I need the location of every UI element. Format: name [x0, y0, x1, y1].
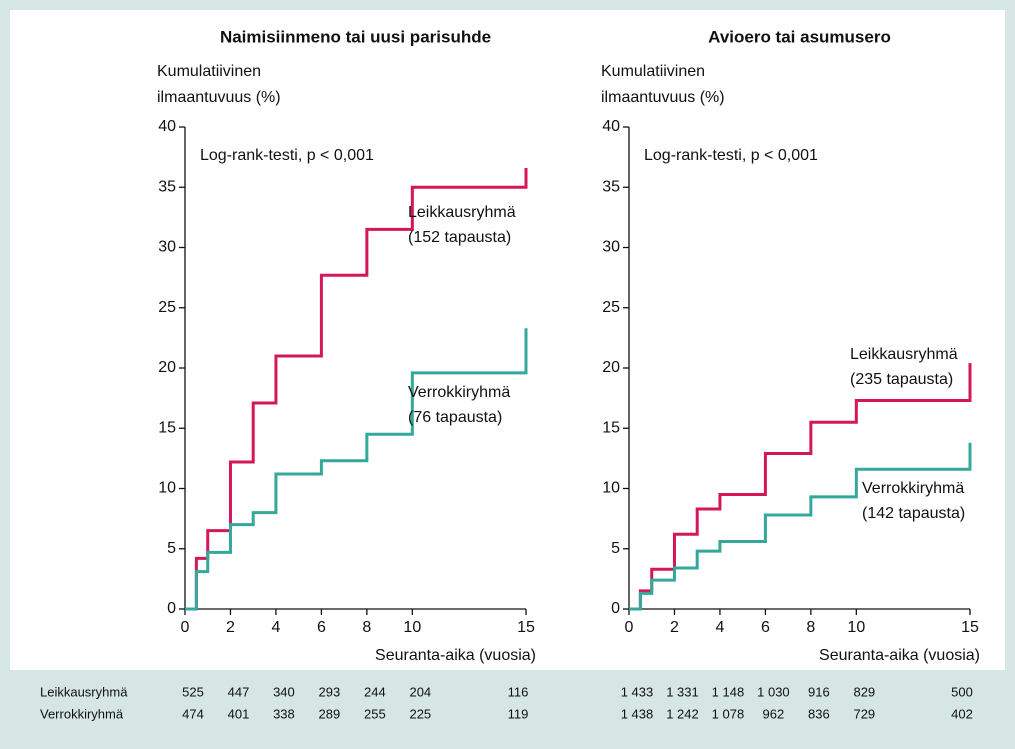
x-tick-label: 10	[847, 619, 865, 636]
y-axis-label: ilmaantuvuus (%)	[157, 89, 281, 106]
y-tick-label: 0	[167, 600, 176, 617]
y-tick-label: 15	[602, 419, 620, 436]
x-tick-label: 10	[403, 619, 421, 636]
risk-count: 916	[808, 684, 830, 699]
y-tick-label: 35	[602, 178, 620, 195]
risk-count: 204	[409, 684, 431, 699]
risk-count: 255	[364, 706, 386, 721]
y-axis-label: Kumulatiivinen	[601, 63, 705, 80]
risk-count: 500	[951, 684, 973, 699]
risk-row-label: Leikkausryhmä	[40, 684, 128, 699]
risk-count: 293	[319, 684, 341, 699]
y-tick-label: 10	[158, 480, 176, 497]
y-tick-label: 10	[602, 480, 620, 497]
risk-count: 729	[853, 706, 875, 721]
y-tick-label: 25	[158, 299, 176, 316]
x-tick-label: 4	[715, 619, 724, 636]
y-tick-label: 5	[611, 540, 620, 557]
chart-title: Avioero tai asumusero	[708, 27, 891, 46]
y-tick-label: 30	[158, 239, 176, 256]
x-tick-label: 0	[625, 619, 634, 636]
x-tick-label: 0	[181, 619, 190, 636]
risk-count: 1 148	[712, 684, 745, 699]
y-tick-label: 15	[158, 419, 176, 436]
risk-row-label: Verrokkiryhmä	[40, 706, 124, 721]
x-axis-label: Seuranta-aika (vuosia)	[375, 647, 536, 664]
risk-count: 402	[951, 706, 973, 721]
risk-count: 1 078	[712, 706, 745, 721]
series-note: (76 tapausta)	[408, 409, 502, 426]
series-note: (142 tapausta)	[862, 505, 965, 522]
risk-count: 1 030	[757, 684, 790, 699]
risk-count: 116	[508, 684, 529, 699]
risk-count: 962	[763, 706, 785, 721]
risk-count: 401	[228, 706, 250, 721]
risk-count: 289	[319, 706, 341, 721]
risk-count: 340	[273, 684, 295, 699]
x-tick-label: 15	[517, 619, 535, 636]
risk-count: 244	[364, 684, 386, 699]
step-line	[185, 328, 528, 611]
plot-background	[10, 10, 1005, 670]
annotation: Log-rank-testi, p < 0,001	[644, 147, 818, 164]
annotation: Log-rank-testi, p < 0,001	[200, 147, 374, 164]
risk-count: 1 242	[666, 706, 699, 721]
x-tick-label: 2	[226, 619, 235, 636]
y-tick-label: 20	[602, 359, 620, 376]
y-tick-label: 40	[602, 118, 620, 135]
x-tick-label: 6	[761, 619, 770, 636]
series-note: (152 tapausta)	[408, 229, 511, 246]
series-label: Leikkausryhmä	[408, 204, 516, 221]
x-tick-label: 8	[362, 619, 371, 636]
risk-count: 1 433	[621, 684, 654, 699]
x-axis-label: Seuranta-aika (vuosia)	[819, 647, 980, 664]
series-label: Leikkausryhmä	[850, 346, 958, 363]
series-label: Verrokkiryhmä	[862, 480, 964, 497]
step-line	[629, 442, 972, 611]
risk-count: 474	[182, 706, 204, 721]
y-tick-label: 20	[158, 359, 176, 376]
y-tick-label: 0	[611, 600, 620, 617]
y-tick-label: 5	[167, 540, 176, 557]
y-tick-label: 40	[158, 118, 176, 135]
x-tick-label: 15	[961, 619, 979, 636]
x-tick-label: 8	[806, 619, 815, 636]
risk-count: 836	[808, 706, 830, 721]
y-axis-label: Kumulatiivinen	[157, 63, 261, 80]
chart-title: Naimisiinmeno tai uusi parisuhde	[220, 27, 491, 46]
y-tick-label: 35	[158, 178, 176, 195]
y-axis-label: ilmaantuvuus (%)	[601, 89, 725, 106]
risk-count: 1 438	[621, 706, 654, 721]
risk-count: 829	[853, 684, 875, 699]
risk-count: 525	[182, 684, 204, 699]
y-tick-label: 25	[602, 299, 620, 316]
x-tick-label: 6	[317, 619, 326, 636]
risk-count: 225	[409, 706, 431, 721]
risk-count: 338	[273, 706, 295, 721]
risk-count: 119	[508, 706, 529, 721]
risk-count: 447	[228, 684, 250, 699]
y-tick-label: 30	[602, 239, 620, 256]
x-tick-label: 2	[670, 619, 679, 636]
series-note: (235 tapausta)	[850, 371, 953, 388]
x-tick-label: 4	[271, 619, 280, 636]
risk-count: 1 331	[666, 684, 699, 699]
series-label: Verrokkiryhmä	[408, 384, 510, 401]
